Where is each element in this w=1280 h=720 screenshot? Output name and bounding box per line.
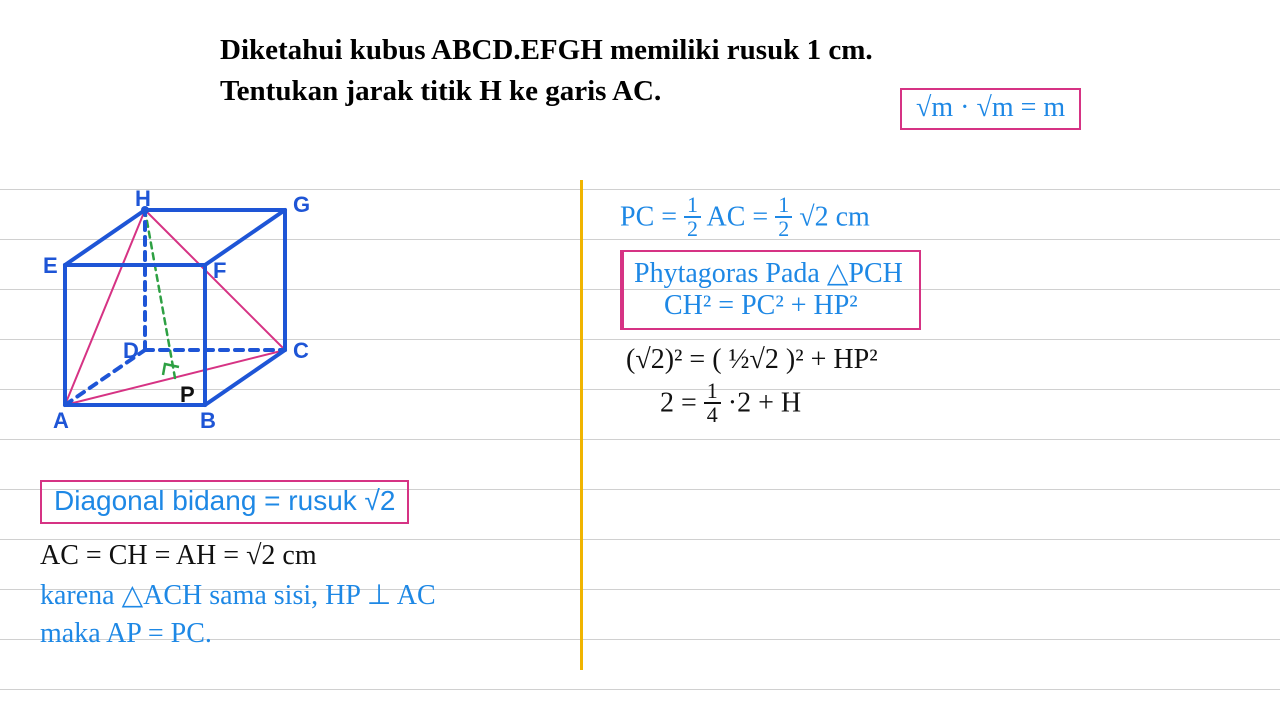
face-diagonal-rule: Diagonal bidang = rusuk √2 — [54, 485, 395, 516]
quarter-den: 4 — [704, 404, 721, 426]
pc-eq-p3: √2 cm — [799, 201, 870, 232]
pc-eq-p1: PC = — [620, 201, 684, 232]
vertex-label-H: H — [135, 186, 151, 212]
identity-hint-text: √m · √m = m — [916, 92, 1065, 123]
simp-suffix: ·2 + H — [728, 387, 801, 418]
half-fraction-2: 12 — [775, 194, 792, 240]
cube-diagram: H G E F D C A B P — [40, 150, 340, 450]
vertex-label-P: P — [180, 382, 195, 408]
vertex-label-E: E — [43, 253, 58, 279]
simp-eq: = — [681, 387, 704, 418]
vertex-label-G: G — [293, 192, 310, 218]
equilateral-note: karena △ACH sama sisi, HP ⊥ AC — [40, 578, 560, 612]
simp-lhs: 2 — [660, 387, 674, 418]
vertex-label-F: F — [213, 258, 226, 284]
vertex-label-D: D — [123, 338, 139, 364]
pc-equation: PC = 12 AC = 12 √2 cm — [620, 196, 1180, 242]
diagonals-equal: AC = CH = AH = √2 cm — [40, 540, 560, 572]
substitution-equation: (√2)² = ( ½√2 )² + HP² — [620, 344, 1180, 376]
vertex-label-B: B — [200, 408, 216, 434]
half-fraction-1: 12 — [684, 194, 701, 240]
pythagoras-box: Phytagoras Pada △PCH CH² = PC² + HP² — [620, 250, 921, 330]
quarter-fraction: 1 4 — [704, 380, 721, 426]
simplified-equation: 2 = 1 4 ·2 + H — [620, 382, 1180, 428]
face-diagonal-rule-box: Diagonal bidang = rusuk √2 — [40, 480, 409, 524]
problem-line-1: Diketahui kubus ABCD.EFGH memiliki rusuk… — [220, 30, 1040, 71]
quarter-num: 1 — [704, 380, 721, 404]
vertex-label-C: C — [293, 338, 309, 364]
column-divider — [580, 180, 583, 670]
identity-hint-box: √m · √m = m — [900, 88, 1081, 130]
midpoint-note: maka AP = PC. — [40, 618, 560, 650]
pythagoras-title: Phytagoras Pada △PCH — [634, 256, 903, 290]
pythagoras-equation: CH² = PC² + HP² — [634, 290, 903, 322]
vertex-label-A: A — [53, 408, 69, 434]
pc-eq-p2: AC = — [707, 201, 776, 232]
left-working: Diagonal bidang = rusuk √2 AC = CH = AH … — [40, 480, 560, 656]
right-working: PC = 12 AC = 12 √2 cm Phytagoras Pada △P… — [620, 190, 1180, 434]
